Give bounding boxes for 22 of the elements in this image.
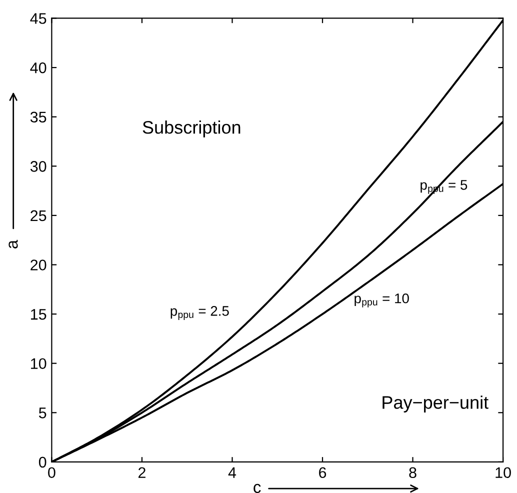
- y-axis-title: a: [8, 240, 18, 248]
- x-tick-label: 0: [48, 467, 56, 478]
- y-tick-label: 30: [30, 161, 46, 172]
- y-tick-label: 0: [38, 456, 46, 468]
- x-tick-label: 10: [496, 467, 511, 478]
- x-tick-label: 2: [138, 467, 146, 478]
- x-tick-label: 8: [409, 467, 416, 478]
- annotation: Pay−per−unit: [382, 396, 488, 412]
- x-axis-title: c: [254, 484, 261, 493]
- x-tick-label: 6: [319, 467, 326, 478]
- y-tick-label: 45: [30, 13, 46, 24]
- x-tick-label: 4: [228, 467, 236, 478]
- y-tick-label: 25: [30, 210, 46, 222]
- y-tick-label: 15: [31, 309, 46, 320]
- annotation: Subscription: [142, 120, 240, 138]
- y-tick-label: 20: [30, 260, 46, 270]
- y-tick-label: 10: [31, 358, 46, 370]
- y-tick-label: 40: [30, 62, 46, 74]
- series-label: p$_{ppu}$ = 10: [354, 293, 409, 308]
- y-tick-label: 35: [30, 112, 46, 123]
- series-label: p$_{ppu}$ = 2.5: [170, 306, 229, 320]
- y-tick-label: 5: [38, 408, 46, 418]
